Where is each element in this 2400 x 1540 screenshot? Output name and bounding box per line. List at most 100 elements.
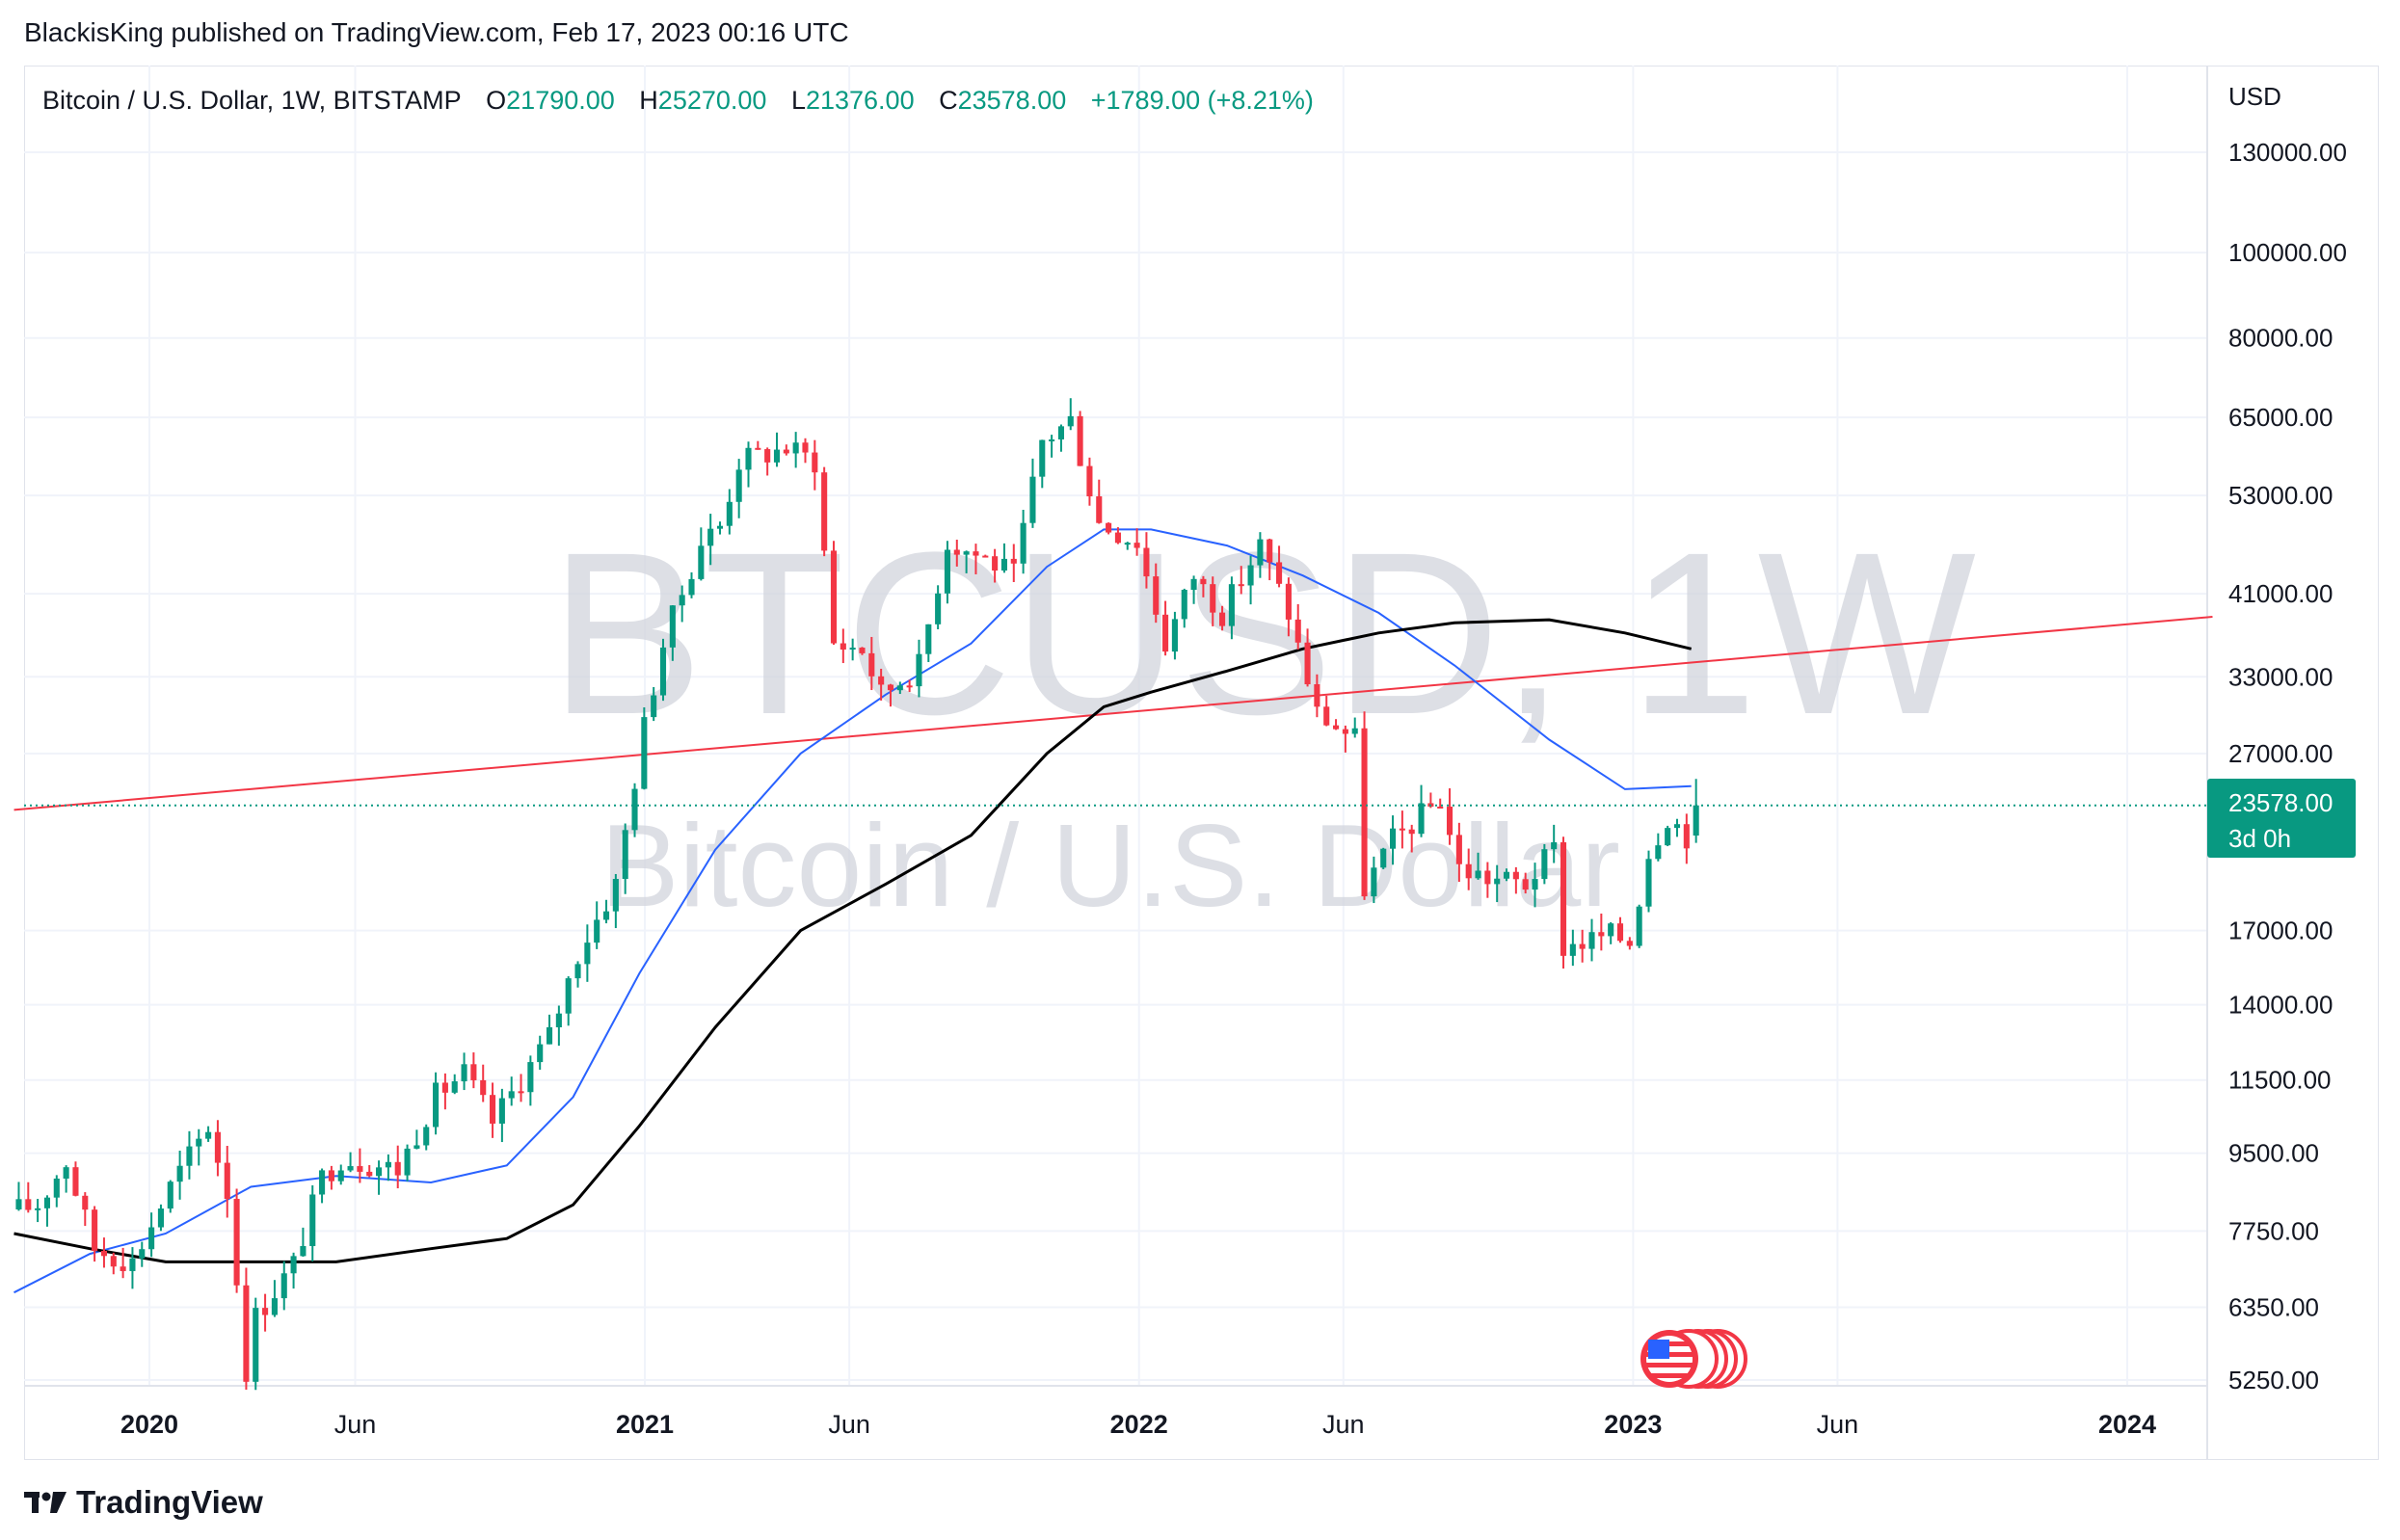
price-tick-label: 5250.00 — [2228, 1366, 2319, 1394]
candle-body — [755, 447, 761, 450]
candle-body — [716, 525, 724, 529]
time-tick-label: 2021 — [616, 1410, 674, 1439]
candle-body — [186, 1146, 193, 1166]
candle-body — [849, 648, 856, 651]
candle-body — [337, 1170, 344, 1182]
legend-symbol[interactable]: Bitcoin / U.S. Dollar, 1W, BITSTAMP — [42, 86, 462, 115]
candle-body — [1077, 415, 1083, 466]
candle-body — [555, 1013, 562, 1027]
candle-body — [92, 1209, 98, 1251]
candle-body — [319, 1170, 326, 1195]
candle-body — [1560, 842, 1567, 956]
candle-body — [1579, 943, 1586, 949]
candle-body — [1039, 439, 1046, 477]
legend-open-label: O — [486, 86, 507, 115]
trendline-layer — [13, 616, 2213, 811]
candle-body — [253, 1308, 259, 1382]
candle-body — [1342, 729, 1348, 734]
candle-body — [167, 1182, 173, 1209]
candle-body — [1228, 584, 1235, 626]
candle-body — [1171, 619, 1178, 652]
candle-body — [157, 1208, 164, 1228]
candle-body — [916, 653, 922, 687]
tradingview-logo[interactable]: TradingView — [24, 1484, 263, 1521]
candle-body — [944, 549, 951, 594]
candle-body — [176, 1165, 183, 1182]
price-tick-label: 80000.00 — [2228, 324, 2333, 353]
candle-body — [1190, 578, 1197, 591]
candle-body — [707, 528, 714, 546]
candle-body — [1267, 539, 1273, 563]
tradingview-brand-text: TradingView — [76, 1484, 263, 1520]
candle-body — [385, 1161, 391, 1168]
candle-body — [659, 647, 667, 696]
candle-body — [433, 1082, 440, 1128]
candle-body — [423, 1127, 430, 1146]
price-axis[interactable]: USD 130000.00 100000.00 80000.00 65000.00 53… — [2228, 82, 2347, 1394]
candle-body — [214, 1131, 221, 1163]
candle-body — [1598, 932, 1605, 937]
watermark: BTCUSD, 1W Bitcoin / U.S. Dollar — [549, 504, 1976, 931]
candle-body — [1067, 415, 1074, 427]
candle-body — [1257, 539, 1264, 566]
candle-body — [840, 643, 846, 651]
candle-body — [935, 593, 942, 624]
candle-body — [669, 605, 676, 648]
candle-body — [1106, 522, 1112, 533]
candle-body — [688, 578, 695, 596]
candle-body — [1181, 590, 1187, 620]
candle-body — [1446, 806, 1453, 836]
candle-body — [508, 1091, 515, 1099]
candle-body — [1588, 932, 1595, 949]
ohlc-legend[interactable]: Bitcoin / U.S. Dollar, 1W, BITSTAMP O217… — [42, 86, 1331, 116]
price-tick-label: 17000.00 — [2228, 916, 2333, 945]
candle-body — [1153, 576, 1160, 615]
last-price-badge-bg — [2207, 779, 2356, 858]
candle-body — [1219, 612, 1226, 626]
candle-body — [896, 685, 903, 691]
candle-body — [1616, 923, 1624, 942]
candle-body — [925, 624, 932, 654]
tradingview-logo-icon — [24, 1492, 67, 1513]
candle-body — [15, 1199, 22, 1209]
candle-body — [110, 1256, 117, 1267]
candle-body — [461, 1064, 467, 1082]
economic-events-icons[interactable] — [1640, 1329, 1747, 1389]
candle-body — [1294, 619, 1301, 643]
trendline — [13, 616, 2213, 811]
candle-body — [1512, 871, 1519, 880]
candle-body — [1418, 803, 1425, 835]
us-flag-icon[interactable] — [1640, 1330, 1698, 1388]
publisher-caption: BlackisKing published on TradingView.com… — [24, 17, 849, 47]
price-tick-label: 27000.00 — [2228, 739, 2333, 768]
candle-body — [745, 447, 752, 470]
time-tick-label: 2024 — [2098, 1410, 2156, 1439]
candle-body — [300, 1246, 307, 1257]
candle-body — [679, 595, 685, 606]
candle-body — [783, 449, 789, 454]
candle-body — [1475, 870, 1481, 879]
candles — [15, 398, 1699, 1391]
candle-body — [413, 1145, 420, 1149]
candle-body — [139, 1249, 146, 1259]
candle-body — [982, 555, 989, 558]
candle-body — [802, 442, 809, 453]
candle-body — [309, 1194, 316, 1247]
legend-open-value: 21790.00 — [506, 86, 615, 115]
candle-body — [148, 1227, 155, 1250]
time-axis[interactable]: 2020 Jun 2021 Jun 2022 Jun 2023 Jun 2024 — [120, 1410, 2156, 1439]
candle-body — [1655, 845, 1662, 860]
candle-body — [347, 1166, 354, 1171]
legend-close-label: C — [939, 86, 958, 115]
candle-body — [1276, 562, 1283, 584]
candle-body — [290, 1256, 297, 1274]
candle-body — [698, 545, 705, 579]
legend-low-value: 21376.00 — [805, 86, 915, 115]
candle-body — [100, 1250, 107, 1257]
candle-body — [821, 472, 828, 551]
moving-averages — [13, 528, 1693, 1294]
candle-body — [1484, 870, 1491, 885]
candle-body — [1636, 906, 1642, 946]
candle-body — [1057, 426, 1064, 440]
